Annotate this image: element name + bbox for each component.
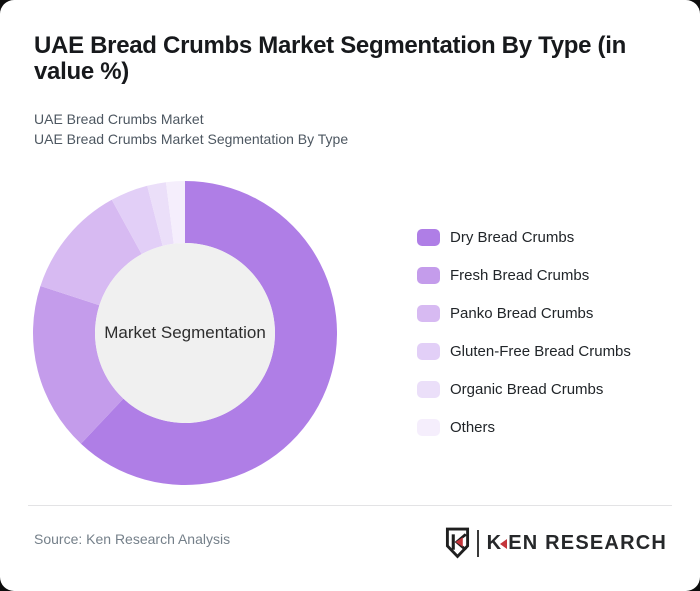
page-title-line-2: value %): [34, 58, 129, 85]
logo-separator: [476, 529, 479, 557]
legend-item-gluten-free-bread-crumbs: Gluten-Free Bread Crumbs: [417, 343, 677, 360]
legend-swatch-dry-bread-crumbs: [417, 229, 440, 246]
logo-wordmark: K EN RESEARCH: [487, 532, 667, 555]
chart-subtitles: UAE Bread Crumbs Market UAE Bread Crumbs…: [34, 109, 348, 149]
footer-divider: [28, 505, 672, 506]
legend-swatch-panko-bread-crumbs: [417, 305, 440, 322]
legend-item-fresh-bread-crumbs: Fresh Bread Crumbs: [417, 267, 677, 284]
legend-swatch-others: [417, 419, 440, 436]
page-title-line-1: UAE Bread Crumbs Market Segmentation By …: [34, 32, 626, 59]
chart-subtitle-segmentation: UAE Bread Crumbs Market Segmentation By …: [34, 131, 349, 147]
legend-item-dry-bread-crumbs: Dry Bread Crumbs: [417, 229, 677, 246]
donut-slice-gluten-free-bread-crumbs: [111, 185, 163, 255]
ken-research-shield-icon: [445, 527, 469, 559]
chart-legend: Dry Bread Crumbs Fresh Bread Crumbs Panko …: [417, 229, 677, 457]
chart-subtitle-market: UAE Bread Crumbs Market: [34, 111, 204, 127]
donut-slice-others: [165, 181, 185, 244]
donut-chart-area: Market Segmentation: [33, 181, 337, 485]
legend-label-dry-bread-crumbs: Dry Bread Crumbs: [450, 229, 575, 246]
donut-slice-fresh-bread-crumbs: [33, 286, 124, 444]
legend-label-panko-bread-crumbs: Panko Bread Crumbs: [450, 305, 594, 322]
legend-item-others: Others: [417, 419, 677, 436]
page-title: UAE Bread Crumbs Market Segmentation By …: [34, 33, 674, 85]
legend-item-panko-bread-crumbs: Panko Bread Crumbs: [417, 305, 677, 322]
legend-swatch-gluten-free-bread-crumbs: [417, 343, 440, 360]
legend-label-fresh-bread-crumbs: Fresh Bread Crumbs: [450, 267, 590, 284]
legend-swatch-fresh-bread-crumbs: [417, 267, 440, 284]
logo-wordmark-k: K: [486, 531, 503, 554]
logo-wordmark-rest: EN RESEARCH: [508, 531, 667, 554]
legend-swatch-organic-bread-crumbs: [417, 381, 440, 398]
ken-research-logo: K EN RESEARCH: [445, 526, 667, 560]
donut-slice-organic-bread-crumbs: [147, 182, 174, 246]
donut-inner-circle: [95, 243, 275, 423]
legend-item-organic-bread-crumbs: Organic Bread Crumbs: [417, 381, 677, 398]
legend-label-gluten-free-bread-crumbs: Gluten-Free Bread Crumbs: [450, 343, 631, 360]
legend-label-others: Others: [450, 419, 496, 436]
logo-red-triangle-icon: [500, 538, 508, 549]
donut-slice-dry-bread-crumbs: [80, 181, 337, 485]
legend-label-organic-bread-crumbs: Organic Bread Crumbs: [450, 381, 604, 398]
donut-chart: [33, 181, 337, 485]
source-note: Source: Ken Research Analysis: [34, 531, 231, 547]
donut-slice-panko-bread-crumbs: [40, 199, 142, 306]
